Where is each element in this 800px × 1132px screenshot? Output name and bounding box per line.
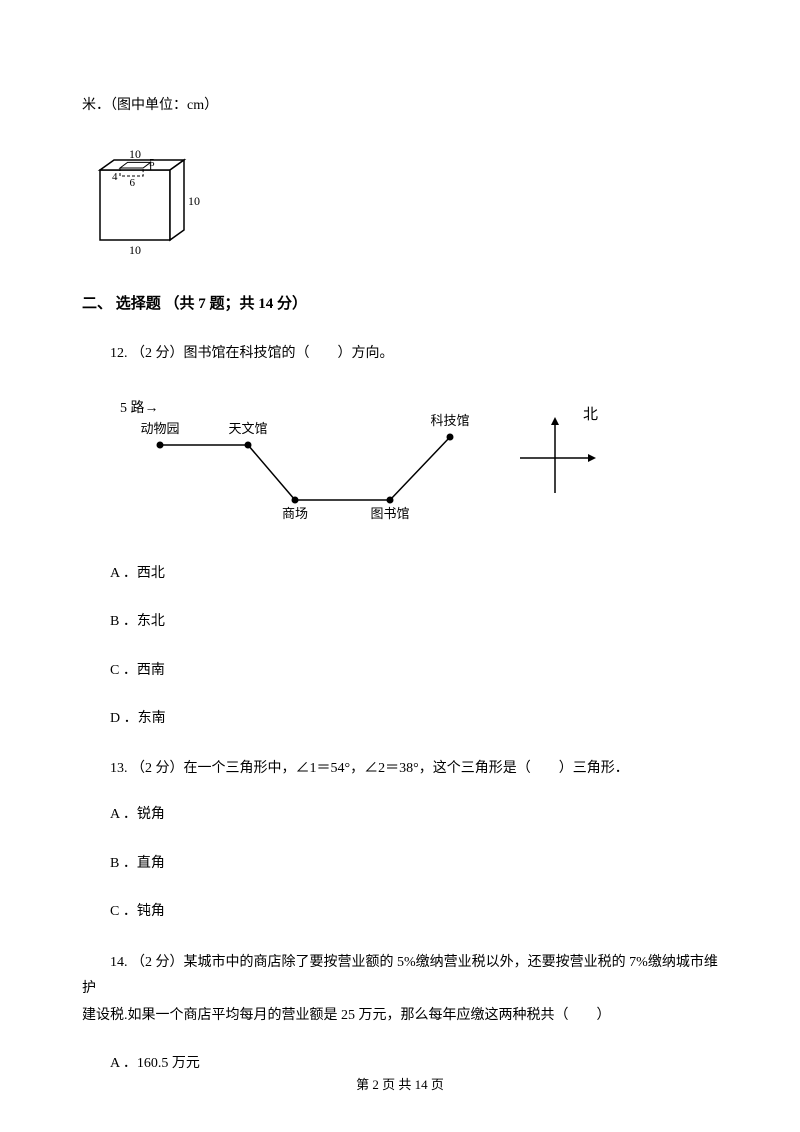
svg-text:科技馆: 科技馆 bbox=[430, 413, 469, 428]
q12-diagram: 5 路→ 动物园 天文馆商场 图书馆 科技馆 北 bbox=[100, 390, 718, 533]
q14-option-a: A ．160.5 万元 bbox=[82, 1053, 718, 1075]
q13-option-c: C ．钝角 bbox=[82, 901, 718, 923]
svg-text:商场: 商场 bbox=[282, 506, 308, 521]
q12-stem: 12. （2 分）图书馆在科技馆的（ ）方向。 bbox=[82, 342, 718, 366]
q14-stem: 14. （2 分）某城市中的商店除了要按营业额的 5%缴纳营业税以外，还要按营业… bbox=[82, 950, 718, 1030]
cube-svg: 10 10 10 5 64 bbox=[82, 145, 212, 255]
q12-option-a: A ．西北 bbox=[82, 563, 718, 585]
svg-text:5: 5 bbox=[149, 157, 155, 169]
svg-text:5 路→: 5 路→ bbox=[120, 400, 159, 416]
section-2-heading: 二、 选择题 （共 7 题；共 14 分） bbox=[82, 292, 718, 316]
q14-stem-line2: 建设税.如果一个商店平均每月的营业额是 25 万元，那么每年应缴这两种税共（ ） bbox=[82, 1003, 718, 1030]
fragment-line: 米．（图中单位：cm） bbox=[82, 95, 718, 117]
svg-text:4: 4 bbox=[112, 171, 118, 183]
svg-text:动物园: 动物园 bbox=[140, 421, 179, 436]
svg-text:图书馆: 图书馆 bbox=[370, 506, 409, 521]
page-footer: 第 2 页 共 14 页 bbox=[0, 1075, 800, 1096]
q13-option-a: A ．锐角 bbox=[82, 804, 718, 826]
svg-text:北: 北 bbox=[583, 406, 598, 423]
svg-text:10: 10 bbox=[129, 243, 141, 255]
q13-stem: 13. （2 分）在一个三角形中，∠1＝54°，∠2＝38°，这个三角形是（ ）… bbox=[82, 757, 718, 781]
q12-option-c: C ．西南 bbox=[82, 660, 718, 682]
q14-stem-line1: 14. （2 分）某城市中的商店除了要按营业额的 5%缴纳营业税以外，还要按营业… bbox=[82, 950, 718, 1003]
svg-text:10: 10 bbox=[129, 147, 141, 161]
svg-text:6: 6 bbox=[130, 177, 136, 189]
svg-text:10: 10 bbox=[188, 194, 200, 208]
q13-option-b: B ．直角 bbox=[82, 853, 718, 875]
q12-option-b: B ．东北 bbox=[82, 611, 718, 633]
cube-figure: 10 10 10 5 64 bbox=[82, 145, 718, 263]
route-svg: 5 路→ 动物园 天文馆商场 图书馆 科技馆 北 bbox=[100, 390, 620, 525]
svg-text:天文馆: 天文馆 bbox=[228, 421, 267, 436]
q12-option-d: D ．东南 bbox=[82, 708, 718, 730]
